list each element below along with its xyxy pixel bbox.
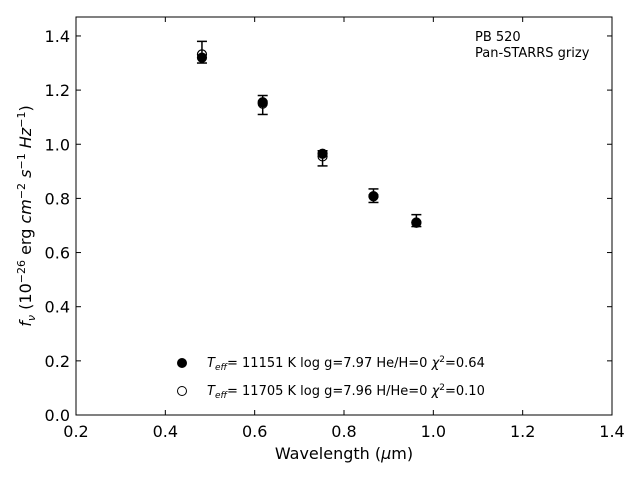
legend-marker-filled (177, 358, 187, 368)
point-filled (196, 52, 208, 63)
x-tick-label: 0.8 (331, 422, 356, 441)
point-open (411, 217, 422, 228)
y-tick-label: 1.2 (45, 81, 70, 100)
x-tick-label: 0.6 (242, 422, 267, 441)
annotation-survey: Pan-STARRS grizy (475, 46, 590, 61)
x-tick-label: 0.4 (153, 422, 178, 441)
legend-label-2: Teff= 11705 K log g=7.96 H/He=0 χ2=0.10 (207, 383, 485, 401)
plot-area (75, 16, 613, 416)
y-axis-label: fν (10−26 erg cm−2 s−1 Hz−1) (15, 105, 38, 326)
point-open (368, 191, 379, 202)
x-axis-label: Wavelength (μm) (275, 444, 413, 463)
legend-marker-open (177, 386, 187, 396)
x-tick-label: 1.2 (510, 422, 535, 441)
y-tick-label: 1.4 (45, 27, 70, 46)
y-tick-label: 0.8 (45, 189, 70, 208)
annotation-object: PB 520 (475, 30, 521, 45)
legend: Teff= 11151 K log g=7.97 He/H=0 χ2=0.64 … (177, 355, 485, 401)
point-open (317, 151, 328, 162)
y-tick-label: 0.6 (45, 244, 70, 263)
x-tick-label: 1.0 (421, 422, 446, 441)
y-tick-label: 0.4 (45, 298, 70, 317)
y-tick-label: 1.0 (45, 135, 70, 154)
point-open (257, 98, 268, 109)
x-tick-label: 0.2 (63, 422, 88, 441)
x-tick-label: 1.4 (599, 422, 624, 441)
y-tick-label: 0.0 (45, 406, 70, 425)
point-open (196, 49, 208, 60)
legend-label-1: Teff= 11151 K log g=7.97 He/H=0 χ2=0.64 (207, 355, 485, 373)
data-points (196, 49, 422, 228)
point-filled (317, 148, 328, 159)
y-tick-label: 0.2 (45, 352, 70, 371)
ticks: 0.2 0.4 0.6 0.8 1.0 1.2 1.40.00.20.40.60.81.01… (45, 17, 625, 441)
